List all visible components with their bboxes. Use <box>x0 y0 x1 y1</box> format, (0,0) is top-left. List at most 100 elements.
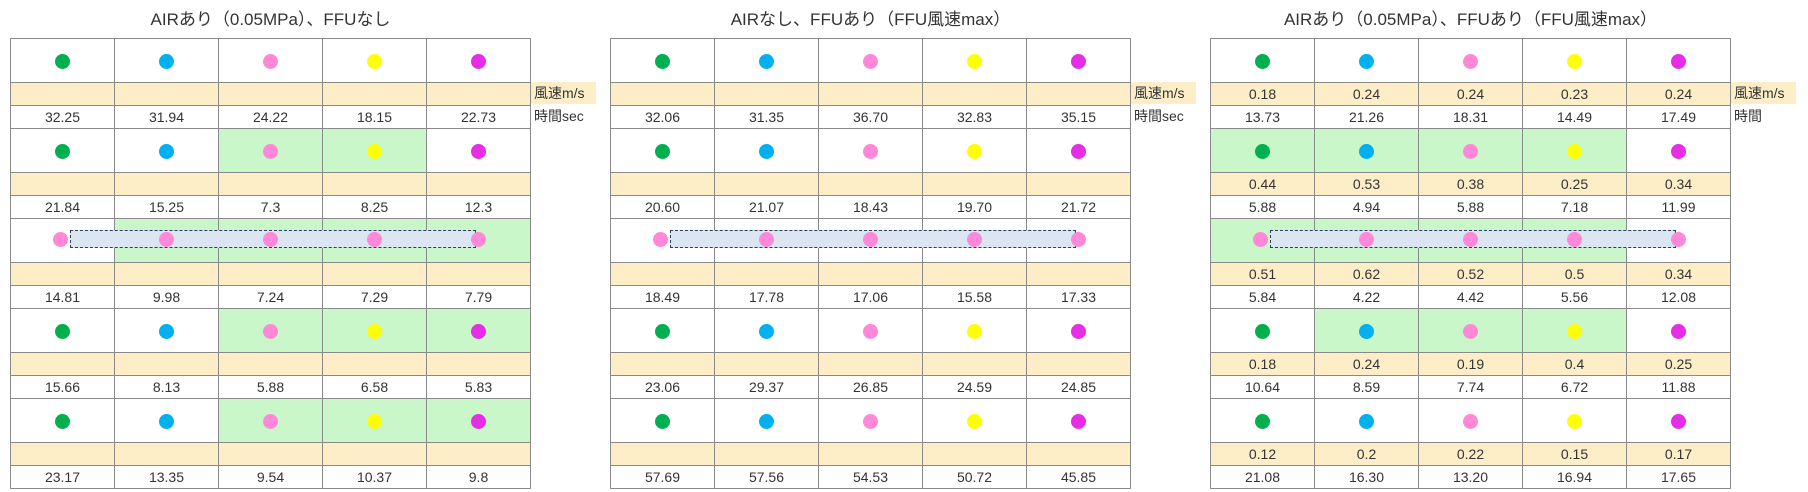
time-cell[interactable]: 31.94 <box>114 105 219 129</box>
dot-cell[interactable] <box>218 398 323 443</box>
dot-cell[interactable] <box>114 308 219 353</box>
speed-cell[interactable] <box>322 262 427 286</box>
speed-cell[interactable] <box>922 442 1027 466</box>
time-cell[interactable]: 6.72 <box>1522 375 1627 399</box>
time-cell[interactable]: 9.8 <box>426 465 531 489</box>
time-cell[interactable]: 19.70 <box>922 195 1027 219</box>
speed-cell[interactable]: 0.5 <box>1522 262 1627 286</box>
time-cell[interactable]: 16.94 <box>1522 465 1627 489</box>
dot-cell[interactable] <box>714 398 819 443</box>
speed-cell[interactable]: 0.24 <box>1314 352 1419 376</box>
time-cell[interactable]: 5.56 <box>1522 285 1627 309</box>
speed-cell[interactable] <box>218 82 323 106</box>
dot-cell[interactable] <box>218 128 323 173</box>
time-cell[interactable]: 7.24 <box>218 285 323 309</box>
speed-cell[interactable]: 0.25 <box>1522 172 1627 196</box>
speed-cell[interactable]: 0.24 <box>1314 82 1419 106</box>
speed-cell[interactable]: 0.15 <box>1522 442 1627 466</box>
dot-cell[interactable] <box>1314 38 1419 83</box>
speed-cell[interactable] <box>610 82 715 106</box>
time-cell[interactable]: 13.73 <box>1210 105 1315 129</box>
time-cell[interactable]: 16.30 <box>1314 465 1419 489</box>
dot-cell[interactable] <box>1210 308 1315 353</box>
speed-cell[interactable]: 0.34 <box>1626 262 1731 286</box>
speed-cell[interactable] <box>1026 352 1131 376</box>
time-cell[interactable]: 32.25 <box>10 105 115 129</box>
speed-cell[interactable]: 0.51 <box>1210 262 1315 286</box>
dot-cell[interactable] <box>426 38 531 83</box>
dot-cell[interactable] <box>1210 398 1315 443</box>
dot-cell[interactable] <box>610 128 715 173</box>
time-cell[interactable]: 9.54 <box>218 465 323 489</box>
time-cell[interactable]: 22.73 <box>426 105 531 129</box>
speed-cell[interactable]: 0.53 <box>1314 172 1419 196</box>
speed-cell[interactable] <box>10 172 115 196</box>
time-cell[interactable]: 17.49 <box>1626 105 1731 129</box>
dot-cell[interactable] <box>1626 128 1731 173</box>
speed-cell[interactable] <box>114 82 219 106</box>
speed-cell[interactable] <box>218 172 323 196</box>
dot-cell[interactable] <box>1314 128 1419 173</box>
speed-cell[interactable]: 0.62 <box>1314 262 1419 286</box>
dot-cell[interactable] <box>1210 128 1315 173</box>
speed-cell[interactable] <box>10 262 115 286</box>
dot-cell[interactable] <box>1026 308 1131 353</box>
speed-cell[interactable]: 0.44 <box>1210 172 1315 196</box>
time-cell[interactable]: 57.56 <box>714 465 819 489</box>
speed-cell[interactable]: 0.38 <box>1418 172 1523 196</box>
time-cell[interactable]: 20.60 <box>610 195 715 219</box>
speed-cell[interactable] <box>714 442 819 466</box>
dot-cell[interactable] <box>114 128 219 173</box>
time-cell[interactable]: 24.85 <box>1026 375 1131 399</box>
dot-cell[interactable] <box>818 308 923 353</box>
dot-cell[interactable] <box>218 308 323 353</box>
time-cell[interactable]: 4.42 <box>1418 285 1523 309</box>
speed-cell[interactable] <box>818 352 923 376</box>
speed-cell[interactable]: 0.2 <box>1314 442 1419 466</box>
speed-cell[interactable]: 0.4 <box>1522 352 1627 376</box>
dot-cell[interactable] <box>114 38 219 83</box>
speed-cell[interactable] <box>922 172 1027 196</box>
speed-cell[interactable] <box>610 442 715 466</box>
time-cell[interactable]: 5.84 <box>1210 285 1315 309</box>
time-cell[interactable]: 9.98 <box>114 285 219 309</box>
speed-cell[interactable] <box>714 352 819 376</box>
time-cell[interactable]: 17.65 <box>1626 465 1731 489</box>
time-cell[interactable]: 24.59 <box>922 375 1027 399</box>
dot-cell[interactable] <box>610 38 715 83</box>
time-cell[interactable]: 7.29 <box>322 285 427 309</box>
time-cell[interactable]: 18.31 <box>1418 105 1523 129</box>
time-cell[interactable]: 15.25 <box>114 195 219 219</box>
time-cell[interactable]: 14.49 <box>1522 105 1627 129</box>
time-cell[interactable]: 7.18 <box>1522 195 1627 219</box>
speed-cell[interactable] <box>10 82 115 106</box>
time-cell[interactable]: 17.78 <box>714 285 819 309</box>
time-cell[interactable]: 8.13 <box>114 375 219 399</box>
speed-cell[interactable] <box>818 262 923 286</box>
speed-cell[interactable] <box>218 352 323 376</box>
time-cell[interactable]: 57.69 <box>610 465 715 489</box>
time-cell[interactable]: 5.88 <box>1418 195 1523 219</box>
dot-cell[interactable] <box>426 128 531 173</box>
dot-cell[interactable] <box>714 128 819 173</box>
speed-cell[interactable] <box>10 352 115 376</box>
time-cell[interactable]: 8.25 <box>322 195 427 219</box>
dot-cell[interactable] <box>218 38 323 83</box>
speed-cell[interactable] <box>1026 262 1131 286</box>
speed-cell[interactable]: 0.23 <box>1522 82 1627 106</box>
dot-cell[interactable] <box>114 398 219 443</box>
speed-cell[interactable]: 0.17 <box>1626 442 1731 466</box>
time-cell[interactable]: 18.49 <box>610 285 715 309</box>
time-cell[interactable]: 15.58 <box>922 285 1027 309</box>
dot-cell[interactable] <box>322 128 427 173</box>
time-cell[interactable]: 21.72 <box>1026 195 1131 219</box>
dot-cell[interactable] <box>10 38 115 83</box>
dot-cell[interactable] <box>818 398 923 443</box>
speed-cell[interactable]: 0.19 <box>1418 352 1523 376</box>
dot-cell[interactable] <box>1314 308 1419 353</box>
time-cell[interactable]: 18.15 <box>322 105 427 129</box>
speed-cell[interactable] <box>818 82 923 106</box>
time-cell[interactable]: 17.06 <box>818 285 923 309</box>
time-cell[interactable]: 12.3 <box>426 195 531 219</box>
time-cell[interactable]: 6.58 <box>322 375 427 399</box>
